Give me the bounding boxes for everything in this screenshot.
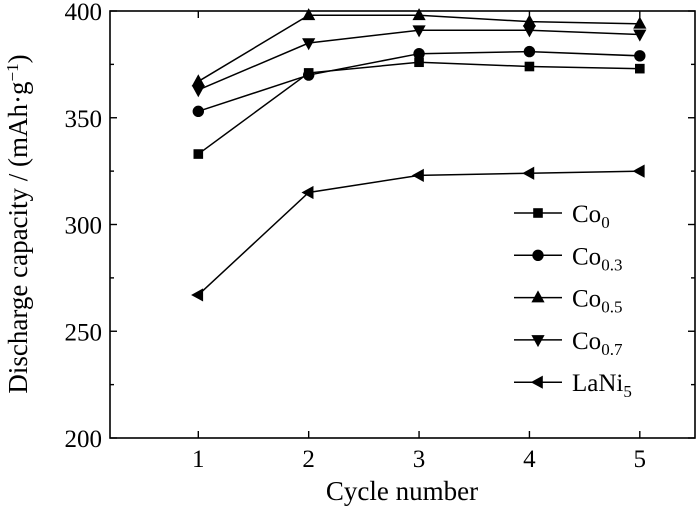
series-Co0.7 xyxy=(191,25,647,98)
series-LaNi5 xyxy=(191,164,645,302)
data-point xyxy=(634,50,646,62)
legend-label: Co0.7 xyxy=(572,328,623,359)
data-point xyxy=(302,69,315,81)
x-tick-label: 4 xyxy=(523,446,536,473)
legend-marker xyxy=(531,290,545,303)
y-tick-label: 300 xyxy=(65,213,103,240)
y-axis-title-sup: −1 xyxy=(3,63,22,81)
legend-marker xyxy=(533,208,543,218)
data-point xyxy=(191,288,204,302)
legend-label-sub: 0.7 xyxy=(601,340,623,359)
legend-label: Co0 xyxy=(572,201,610,232)
y-axis-title: Discharge capacity / (mAh·g−1) xyxy=(3,54,34,393)
x-axis-title: Cycle number xyxy=(326,476,478,506)
legend-label-sub: 0.3 xyxy=(601,255,622,274)
series-Co0.3 xyxy=(192,45,646,118)
data-point xyxy=(301,185,314,200)
legend-label: Co0.5 xyxy=(572,286,622,317)
data-point xyxy=(302,38,316,51)
data-point xyxy=(413,48,425,60)
data-point xyxy=(633,29,647,42)
data-point xyxy=(522,14,537,27)
data-point xyxy=(632,164,645,178)
data-point xyxy=(524,61,535,72)
legend-item: Co0.3 xyxy=(514,243,622,274)
legend-label-base: Co xyxy=(572,286,601,313)
data-point xyxy=(633,16,647,29)
x-tick-label: 3 xyxy=(413,446,426,473)
legend-marker xyxy=(532,249,544,261)
y-tick-label: 250 xyxy=(65,319,103,346)
y-axis-title-base: Discharge capacity / (mAh·g xyxy=(3,81,33,393)
data-point xyxy=(412,8,426,21)
legend-label-base: Co xyxy=(572,201,601,228)
legend-label-sub: 5 xyxy=(623,382,632,401)
data-point xyxy=(193,149,204,159)
legend-item: LaNi5 xyxy=(514,370,632,401)
legend-item: Co0.5 xyxy=(514,286,622,317)
legend-marker xyxy=(530,375,543,389)
data-point xyxy=(522,166,535,180)
legend-marker xyxy=(531,335,545,348)
legend-label: Co0.3 xyxy=(572,243,622,274)
legend-label-base: LaNi xyxy=(572,370,623,397)
data-point xyxy=(412,25,426,38)
series-line xyxy=(197,61,640,155)
data-point xyxy=(523,45,536,58)
series-line xyxy=(197,170,640,296)
series-Co0 xyxy=(193,57,645,159)
legend-label-base: Co xyxy=(572,328,601,355)
data-point xyxy=(302,8,316,21)
legend-label-sub: 0.5 xyxy=(601,298,622,317)
data-point xyxy=(414,57,424,68)
legend-item: Co0 xyxy=(514,201,610,232)
series-Co0.5 xyxy=(191,8,647,87)
x-tick-label: 5 xyxy=(634,446,647,473)
data-point xyxy=(191,74,205,87)
y-tick-label: 350 xyxy=(65,106,103,133)
legend-label-sub: 0 xyxy=(601,213,610,232)
tick-labels: 1 2 3 4 5 200 250 300 350 400 xyxy=(65,0,647,473)
legend-label-base: Co xyxy=(572,243,601,270)
data-point xyxy=(635,63,645,74)
data-point xyxy=(191,85,205,98)
data-point xyxy=(411,168,424,182)
y-tick-label: 200 xyxy=(65,426,103,453)
legend-item: Co0.7 xyxy=(514,328,623,359)
x-tick-label: 2 xyxy=(302,446,315,473)
x-tick-label: 1 xyxy=(192,446,205,473)
y-axis-title-close: ) xyxy=(3,54,33,63)
legend-label: LaNi5 xyxy=(572,370,632,401)
data-point xyxy=(522,25,537,38)
series-layer xyxy=(191,8,647,302)
data-point xyxy=(192,105,205,118)
y-tick-label: 400 xyxy=(65,0,103,26)
